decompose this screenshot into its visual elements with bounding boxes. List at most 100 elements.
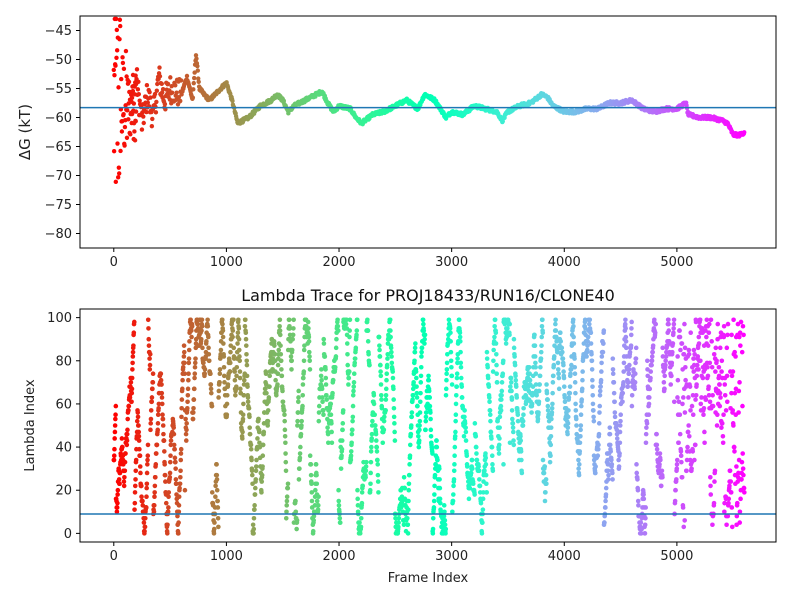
lambda-point — [417, 423, 422, 428]
lambda-point — [182, 360, 187, 366]
lambda-point — [129, 375, 135, 381]
lambda-point — [249, 468, 255, 474]
lambda-point — [599, 360, 604, 366]
lambda-point — [236, 336, 242, 342]
lambda-point — [579, 397, 585, 402]
lambda-point — [347, 317, 353, 323]
lambda-point — [419, 349, 424, 355]
lambda-point — [671, 321, 677, 327]
lambda-point — [625, 384, 631, 389]
lambda-point — [215, 498, 220, 504]
lambda-point — [392, 438, 398, 443]
lambda-point — [706, 321, 712, 327]
delta-g-point — [195, 68, 201, 73]
lambda-point — [597, 403, 603, 409]
lambda-point — [589, 352, 594, 357]
lambda-point — [407, 442, 413, 448]
lambda-point — [710, 392, 715, 398]
lambda-point — [419, 354, 424, 359]
lambda-point — [443, 392, 449, 398]
lambda-point — [198, 336, 204, 342]
lambda-point — [310, 528, 316, 534]
lambda-point — [737, 330, 743, 336]
lambda-point — [729, 390, 734, 396]
lambda-point — [483, 472, 489, 478]
lambda-point — [306, 349, 312, 355]
lambda-point — [158, 377, 164, 383]
lambda-point — [601, 328, 607, 333]
lambda-point — [488, 418, 493, 424]
lambda-point — [232, 369, 237, 374]
lambda-point — [178, 446, 184, 452]
delta-g-point — [116, 171, 122, 176]
lambda-point — [277, 317, 283, 323]
lambda-point — [539, 343, 544, 348]
lambda-point — [247, 425, 252, 430]
lambda-point — [458, 360, 464, 366]
lambda-point — [419, 345, 425, 351]
lambda-point — [555, 367, 561, 372]
lambda-point — [730, 369, 736, 374]
lambda-point — [351, 384, 357, 389]
lambda-point — [160, 423, 166, 428]
lambda-point — [245, 384, 250, 389]
lambda-point — [350, 392, 356, 398]
lambda-point — [307, 367, 313, 372]
lambda-point — [472, 492, 477, 497]
lambda-point — [416, 433, 421, 439]
delta-g-point — [133, 109, 139, 114]
lambda-point — [591, 418, 597, 424]
lambda-point — [406, 481, 412, 487]
lambda-point — [222, 380, 227, 385]
lambda-point — [654, 442, 660, 448]
lambda-point — [343, 321, 349, 327]
lambda-point — [241, 377, 247, 383]
lambda-point — [381, 414, 387, 420]
lambda-point — [458, 364, 464, 370]
lambda-point — [457, 330, 463, 336]
y-tick-label: 60 — [55, 397, 72, 412]
lambda-point — [551, 362, 557, 368]
lambda-point — [227, 360, 233, 366]
lambda-point — [491, 347, 496, 353]
lambda-point — [464, 453, 470, 459]
lambda-point — [307, 453, 313, 459]
lambda-point — [480, 520, 485, 525]
lambda-point — [252, 492, 258, 497]
lambda-point — [123, 451, 128, 456]
lambda-point — [153, 462, 159, 467]
lambda-point — [335, 328, 341, 333]
lambda-point — [462, 414, 467, 420]
lambda-point — [441, 513, 447, 519]
lambda-point — [496, 442, 502, 448]
lambda-point — [265, 408, 271, 413]
lambda-point — [444, 360, 450, 366]
x-tick-label: 3000 — [435, 549, 468, 564]
lambda-point — [391, 414, 397, 420]
lambda-point — [309, 490, 315, 495]
lambda-point — [559, 345, 565, 351]
delta-g-point — [192, 70, 197, 75]
lambda-point — [492, 317, 498, 323]
lambda-point — [409, 410, 415, 415]
lambda-point — [296, 395, 301, 400]
lambda-point — [311, 513, 317, 519]
lambda-point — [146, 336, 152, 342]
lambda-point — [515, 412, 521, 418]
lambda-point — [306, 326, 311, 331]
lambda-point — [572, 371, 578, 377]
lambda-point — [589, 358, 595, 364]
lambda-point — [486, 395, 492, 400]
lambda-point — [448, 330, 453, 336]
lambda-point — [295, 418, 300, 424]
lambda-point — [666, 328, 672, 333]
lambda-point — [601, 341, 606, 346]
lambda-point — [719, 421, 725, 426]
lambda-point — [605, 468, 611, 474]
lambda-point — [192, 364, 198, 370]
lambda-point — [428, 427, 434, 433]
delta-g-point — [148, 95, 153, 100]
lambda-point — [623, 345, 629, 351]
lambda-point — [696, 367, 701, 372]
lambda-point — [428, 433, 434, 439]
